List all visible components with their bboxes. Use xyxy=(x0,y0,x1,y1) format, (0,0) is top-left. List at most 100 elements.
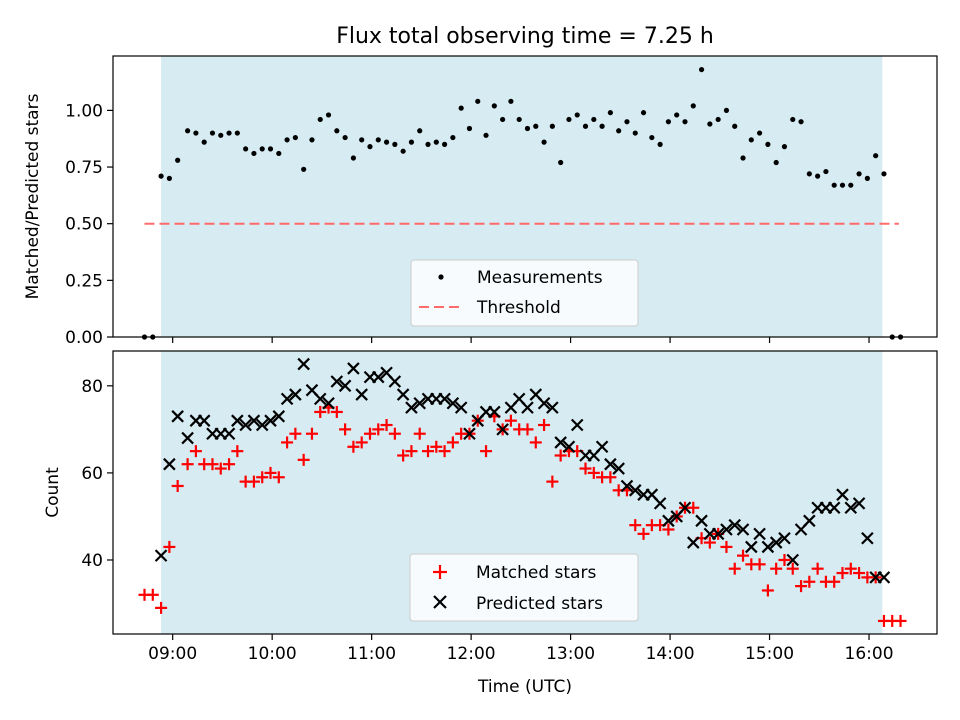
legend-predicted-marker xyxy=(433,595,447,609)
matched-star-point xyxy=(347,440,360,453)
matched-star-point xyxy=(786,562,799,575)
matched-star-point xyxy=(795,580,808,593)
top-y-tick-label: 0.00 xyxy=(65,328,103,348)
measurement-point xyxy=(881,171,887,177)
predicted-star-point xyxy=(761,540,775,554)
predicted-star-point xyxy=(745,540,758,554)
predicted-star-point xyxy=(852,497,866,510)
measurement-point xyxy=(723,107,730,113)
matched-star-point xyxy=(828,575,841,588)
matched-star-point xyxy=(446,436,459,449)
measurement-point xyxy=(599,123,605,129)
measurement-point xyxy=(657,141,663,147)
matched-star-point xyxy=(355,436,368,449)
predicted-star-point xyxy=(496,423,509,436)
matched-star-point xyxy=(737,549,750,562)
predicted-star-point xyxy=(595,440,609,454)
predicted-star-point xyxy=(454,401,468,414)
top-y-axis-label: Matched/Predicted stars xyxy=(23,93,43,299)
measurement-point xyxy=(193,130,199,136)
measurement-point xyxy=(549,123,555,129)
predicted-star-point xyxy=(662,514,675,528)
matched-star-point xyxy=(281,436,294,449)
legend-threshold-label: Threshold xyxy=(476,298,561,318)
matched-star-point xyxy=(430,440,443,453)
measurement-point xyxy=(234,130,240,136)
matched-star-point xyxy=(836,567,849,580)
matched-star-point xyxy=(214,462,227,475)
predicted-star-point xyxy=(554,436,567,449)
measurement-point xyxy=(607,110,613,116)
matched-star-point xyxy=(637,527,650,540)
matched-star-point xyxy=(629,519,642,532)
predicted-star-point xyxy=(371,370,385,384)
matched-star-point xyxy=(728,562,741,575)
measurement-point xyxy=(582,123,589,129)
measurement-point xyxy=(516,116,522,123)
predicted-star-point xyxy=(877,571,891,584)
predicted-star-point xyxy=(803,514,816,528)
bottom-legend-box xyxy=(409,553,639,622)
x-tick-label: 11:00 xyxy=(347,644,396,664)
predicted-star-point xyxy=(836,488,849,501)
x-tick-label: 14:00 xyxy=(646,644,695,664)
matched-star-point xyxy=(604,471,617,484)
predicted-star-point xyxy=(736,523,750,536)
measurement-point xyxy=(781,144,788,150)
matched-star-point xyxy=(587,466,600,479)
matched-star-point xyxy=(778,553,791,566)
matched-star-point xyxy=(703,536,716,549)
predicted-star-point xyxy=(289,388,302,401)
measurement-point xyxy=(541,139,547,145)
measurement-point xyxy=(359,137,365,143)
measurement-point xyxy=(798,119,804,125)
predicted-star-point xyxy=(222,427,236,441)
predicted-star-point xyxy=(620,479,634,493)
measurement-point xyxy=(301,166,307,172)
predicted-star-point xyxy=(438,392,451,406)
predicted-star-point xyxy=(463,427,476,441)
measurement-point xyxy=(350,155,357,161)
predicted-star-point xyxy=(728,518,742,532)
predicted-star-point xyxy=(546,401,559,414)
top-y-tick-label: 0.75 xyxy=(65,158,103,178)
measurement-point xyxy=(166,175,172,181)
measurement-point xyxy=(823,168,829,175)
measurement-point xyxy=(665,119,672,125)
matched-star-point xyxy=(413,427,426,440)
predicted-star-point xyxy=(861,531,874,545)
matched-star-point xyxy=(155,601,168,614)
predicted-star-point xyxy=(678,501,692,515)
measurement-point xyxy=(873,153,879,159)
measurement-point xyxy=(698,66,705,73)
matched-star-point xyxy=(339,423,352,436)
predicted-star-point xyxy=(280,392,294,406)
matched-star-point xyxy=(504,414,517,427)
matched-star-point xyxy=(272,471,285,484)
measurement-point xyxy=(856,171,862,177)
measurement-point xyxy=(292,134,298,141)
predicted-star-point xyxy=(338,379,352,393)
predicted-star-point xyxy=(687,536,700,549)
measurement-point xyxy=(566,116,572,123)
matched-star-point xyxy=(264,466,277,479)
measurement-point xyxy=(624,119,630,125)
measurement-point xyxy=(649,134,655,141)
measurement-point xyxy=(591,116,597,123)
x-axis-label: Time (UTC) xyxy=(477,677,572,697)
legend-matched-marker xyxy=(433,565,447,579)
predicted-star-point xyxy=(247,414,261,427)
predicted-star-point xyxy=(322,396,335,410)
measurement-point xyxy=(533,123,539,129)
measurement-point xyxy=(218,132,224,138)
predicted-star-point xyxy=(720,523,733,536)
measurement-point xyxy=(475,98,481,104)
matched-star-point xyxy=(720,540,733,553)
matched-star-point xyxy=(256,471,269,484)
measurement-point xyxy=(748,137,754,143)
measurement-point xyxy=(325,112,332,118)
matched-star-point xyxy=(438,445,451,458)
top-axis-ticks: 0.00 0.25 0.50 0.75 1.00 xyxy=(65,101,870,348)
predicted-star-point xyxy=(537,396,551,410)
matched-star-point xyxy=(206,458,219,471)
